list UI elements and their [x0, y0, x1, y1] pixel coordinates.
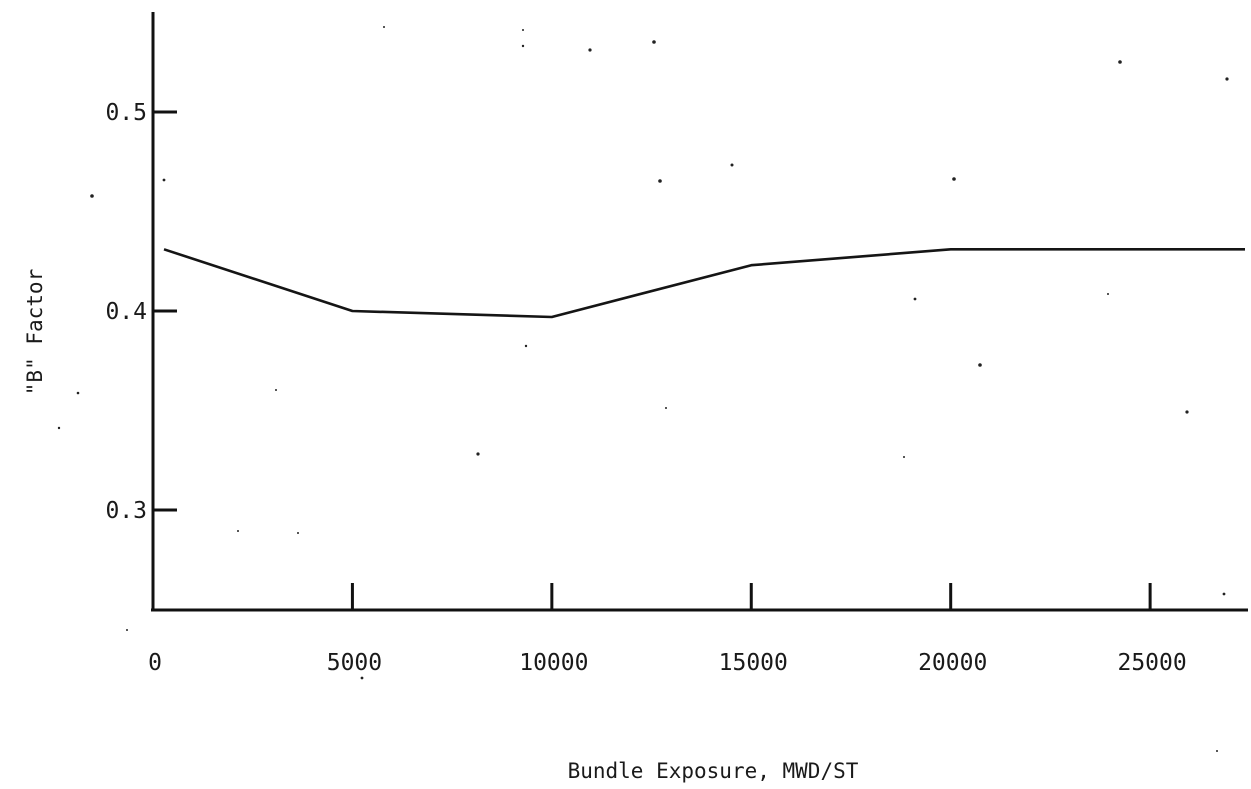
x-tick-label: 0	[148, 650, 162, 676]
scan-speck	[162, 178, 166, 182]
scan-speck	[126, 629, 128, 631]
scan-speck	[1225, 77, 1229, 81]
x-tick-label: 20000	[918, 650, 987, 676]
scan-speck	[665, 407, 667, 409]
scan-speck	[297, 532, 299, 534]
scan-speck	[522, 29, 524, 31]
scan-speck	[952, 177, 956, 181]
scan-speck	[90, 194, 94, 198]
x-tick-label: 10000	[519, 650, 588, 676]
x-tick-label: 25000	[1117, 650, 1186, 676]
scan-speck	[383, 26, 385, 28]
scan-speck	[913, 297, 917, 301]
scan-speck	[1107, 293, 1109, 295]
scan-speck	[476, 452, 480, 456]
scan-speck	[903, 456, 905, 458]
y-axis-ticks: 0.3 0.4 0.5	[105, 100, 177, 524]
scan-speck	[1216, 750, 1218, 752]
scan-speck	[730, 163, 734, 167]
x-tick-label: 5000	[327, 650, 382, 676]
x-axis-title: Bundle Exposure, MWD/ST	[568, 759, 859, 783]
scan-speck	[76, 391, 80, 395]
scan-speck	[588, 48, 592, 52]
x-axis-ticks: 0 5000 10000 15000 20000 25000	[148, 583, 1187, 676]
scan-speck	[978, 363, 982, 367]
scan-speck	[1118, 60, 1122, 64]
scan-speck	[658, 179, 662, 183]
scan-speck	[237, 530, 239, 532]
scan-speck	[57, 426, 61, 430]
y-tick-label: 0.3	[105, 498, 147, 524]
y-axis-title: "B" Factor	[23, 269, 47, 395]
y-tick-label: 0.4	[105, 299, 147, 325]
x-tick-label: 15000	[719, 650, 788, 676]
scan-speck	[1185, 410, 1189, 414]
scan-speck	[275, 389, 277, 391]
scan-speck	[524, 344, 528, 348]
scan-speck	[521, 44, 525, 48]
scan-specks	[57, 26, 1229, 752]
scan-speck	[360, 676, 364, 680]
y-tick-label: 0.5	[105, 100, 147, 126]
series-line	[163, 248, 1245, 319]
scan-speck	[1222, 592, 1226, 596]
scan-speck	[652, 40, 656, 44]
plot-area	[163, 248, 1245, 319]
